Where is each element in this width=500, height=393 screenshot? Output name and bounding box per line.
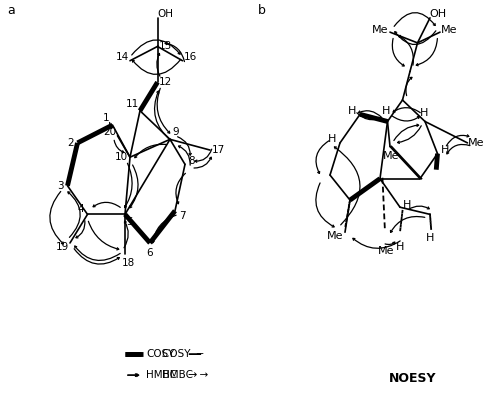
Text: 6: 6 xyxy=(146,248,154,258)
Text: b: b xyxy=(258,4,266,17)
Text: COSY  ─: COSY ─ xyxy=(162,349,204,359)
Text: 2: 2 xyxy=(67,138,74,148)
Text: OH: OH xyxy=(157,9,173,19)
Text: 4: 4 xyxy=(77,204,84,214)
Text: Me: Me xyxy=(378,246,394,256)
Text: 1: 1 xyxy=(103,113,110,123)
Text: Me: Me xyxy=(383,151,400,162)
Text: 20: 20 xyxy=(103,127,116,137)
Text: 13: 13 xyxy=(159,41,172,51)
Text: HMBC: HMBC xyxy=(146,370,177,380)
Text: Me: Me xyxy=(468,138,484,148)
Text: —: — xyxy=(188,347,202,361)
Text: 17: 17 xyxy=(212,145,224,155)
Text: 3: 3 xyxy=(57,181,64,191)
Text: H: H xyxy=(382,107,390,116)
Text: 14: 14 xyxy=(116,52,129,62)
Text: 16: 16 xyxy=(184,52,196,62)
Text: OH: OH xyxy=(429,9,446,19)
Text: 8: 8 xyxy=(188,156,196,166)
Text: H: H xyxy=(426,233,434,242)
Text: H: H xyxy=(420,108,428,118)
Text: H: H xyxy=(328,134,336,144)
Text: 11: 11 xyxy=(126,99,139,108)
Text: H: H xyxy=(441,145,449,155)
Text: NOESY: NOESY xyxy=(389,372,436,385)
Text: 10: 10 xyxy=(114,152,128,162)
Text: 7: 7 xyxy=(179,211,186,221)
Text: 12: 12 xyxy=(159,77,172,87)
Text: H: H xyxy=(396,242,404,252)
Text: a: a xyxy=(8,4,15,17)
Text: 9: 9 xyxy=(172,127,179,137)
Text: →: → xyxy=(188,370,197,380)
Text: 18: 18 xyxy=(122,257,136,268)
Text: HMBC  →: HMBC → xyxy=(162,370,209,380)
Text: H: H xyxy=(403,200,411,210)
Text: Me: Me xyxy=(442,26,458,35)
Text: 5: 5 xyxy=(126,217,133,226)
Text: H: H xyxy=(348,106,356,116)
Text: COSY: COSY xyxy=(146,349,175,359)
Text: Me: Me xyxy=(372,26,389,35)
Text: Me: Me xyxy=(327,231,344,241)
Text: 19: 19 xyxy=(56,242,68,252)
